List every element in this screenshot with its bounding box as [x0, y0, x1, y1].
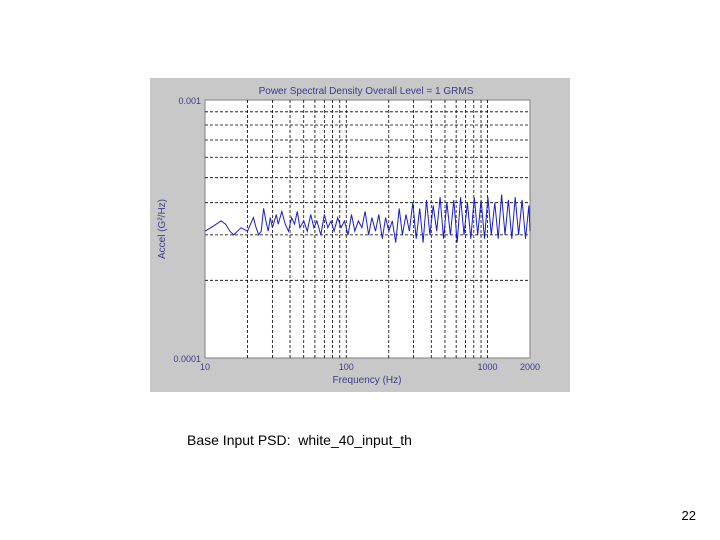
- psd-chart: Power Spectral Density Overall Level = 1…: [150, 78, 570, 392]
- page-number: 22: [681, 508, 696, 523]
- x-tick-labels: 10 100 1000 2000: [200, 362, 540, 372]
- chart-title: Power Spectral Density Overall Level = 1…: [259, 86, 474, 97]
- y-tick-labels: 0.001 0.0001: [173, 96, 201, 364]
- x-tick-label: 100: [339, 362, 354, 372]
- y-axis-label: Accel (G²/Hz): [157, 199, 168, 259]
- psd-series: [204, 194, 531, 243]
- x-tick-label: 10: [200, 362, 210, 372]
- x-tick-label: 1000: [477, 362, 497, 372]
- psd-series-line: [204, 194, 531, 243]
- x-tick-label: 2000: [520, 362, 540, 372]
- y-tick-label: 0.001: [178, 96, 201, 106]
- slide-caption: Base Input PSD: white_40_input_th: [187, 432, 412, 448]
- vertical-gridlines: [247, 100, 488, 358]
- x-axis-label: Frequency (Hz): [333, 375, 402, 386]
- y-tick-label: 0.0001: [173, 354, 201, 364]
- horizontal-gridlines: [205, 111, 530, 281]
